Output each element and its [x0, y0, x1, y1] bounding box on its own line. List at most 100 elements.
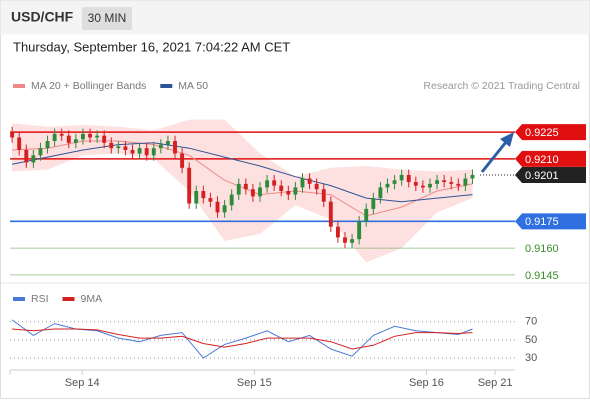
- candle-body: [314, 183, 319, 190]
- x-tick-label: Sep 15: [237, 377, 272, 389]
- level-label: 0.9210: [525, 154, 559, 166]
- legend-swatch: [160, 84, 173, 88]
- candle-body: [364, 208, 369, 222]
- candle-body: [449, 182, 454, 184]
- candle-body: [10, 132, 15, 138]
- candle-body: [215, 201, 220, 213]
- y-tick-label: 30: [525, 352, 537, 364]
- legend-label: MA 50: [178, 80, 208, 92]
- candle-body: [180, 153, 185, 168]
- candle-body: [165, 141, 170, 145]
- candle-body: [279, 185, 284, 191]
- candle-body: [378, 187, 383, 199]
- legend-label: 9MA: [81, 293, 103, 305]
- candle-body: [428, 183, 432, 188]
- candle-body: [45, 141, 50, 149]
- candle-body: [66, 135, 71, 143]
- moving-average: [12, 142, 473, 203]
- rsi-panel: 30 50 70 Sep 14 Sep 15 Sep 16 Sep 21 RSI 9MA: [10, 293, 537, 389]
- candle-body: [59, 133, 64, 136]
- candle-body: [328, 201, 333, 227]
- candle-body: [265, 180, 270, 188]
- candle-body: [435, 180, 440, 184]
- level-tag: [515, 213, 586, 230]
- candle-body: [109, 142, 114, 149]
- moving-average: [12, 140, 473, 217]
- candle-body: [392, 180, 397, 184]
- candle-body: [463, 178, 468, 186]
- candle-body: [38, 148, 43, 156]
- candle-body: [144, 148, 149, 156]
- price-panel: 0.9225 0.9210 0.9201 0.9175 0.9160 0.9145 MA 2…: [10, 80, 586, 282]
- candle-body: [286, 191, 291, 195]
- candle-body: [335, 226, 340, 238]
- candle-body: [201, 191, 206, 199]
- candle-body: [158, 144, 163, 149]
- candle-body: [137, 148, 142, 154]
- candle-body: [406, 174, 411, 183]
- candle-body: [194, 191, 199, 204]
- candle-body: [385, 183, 390, 188]
- candle-body: [31, 155, 36, 163]
- line-series: [12, 328, 473, 350]
- level-label: 0.9201: [525, 170, 559, 182]
- candle-body: [420, 185, 425, 188]
- y-tick-label: 50: [525, 334, 537, 346]
- forecast-arrow: [480, 141, 508, 173]
- datetime: Thursday, September 16, 2021 7:04:22 AM …: [13, 39, 290, 54]
- candle-body: [258, 187, 262, 197]
- candle-body: [357, 221, 362, 240]
- candle-body: [73, 139, 78, 143]
- level-label: 0.9145: [525, 270, 559, 282]
- candle-body: [151, 148, 156, 156]
- interval: 30 MIN: [88, 11, 127, 25]
- legend-swatch: [13, 297, 25, 301]
- candle-body: [243, 183, 248, 190]
- candle-body: [300, 178, 305, 188]
- candle-body: [173, 141, 177, 154]
- candle-body: [123, 146, 128, 150]
- level-label: 0.9175: [525, 216, 559, 228]
- candle-body: [236, 183, 241, 195]
- candle-body: [80, 133, 85, 140]
- interval-box: [82, 7, 132, 30]
- level-tag: [515, 150, 586, 167]
- candle-body: [307, 178, 312, 184]
- x-tick-label: Sep 14: [65, 377, 100, 389]
- candle-body: [272, 180, 277, 186]
- legend-label: RSI: [31, 293, 49, 305]
- legend-swatch: [13, 84, 25, 88]
- candle-body: [17, 137, 22, 150]
- candle-body: [229, 194, 234, 206]
- candle-body: [187, 167, 192, 204]
- candle-body: [371, 198, 376, 209]
- candle-body: [442, 180, 447, 183]
- candle-body: [250, 189, 255, 197]
- candle-body: [321, 189, 326, 202]
- candle-body: [350, 239, 355, 243]
- legend-label: MA 20 + Bollinger Bands: [31, 80, 146, 92]
- level-tag: [515, 124, 586, 141]
- level-tag: [515, 166, 586, 183]
- line-series: [11, 319, 473, 359]
- candle-body: [343, 237, 347, 243]
- candle-body: [24, 149, 29, 163]
- candle-body: [208, 198, 213, 202]
- y-tick-label: 70: [525, 316, 537, 328]
- x-tick-label: Sep 21: [478, 377, 513, 389]
- x-tick-label: Sep 16: [409, 377, 444, 389]
- candle-body: [95, 135, 100, 138]
- candle-body: [413, 182, 418, 186]
- legend-swatch: [62, 297, 75, 301]
- forecast-arrowhead: [500, 132, 514, 147]
- candle-body: [293, 187, 298, 195]
- candle-body: [456, 183, 461, 186]
- candle-body: [222, 205, 227, 213]
- source: Research © 2021 Trading Central: [423, 80, 580, 92]
- candle-body: [102, 135, 107, 143]
- level-label: 0.9225: [525, 127, 559, 139]
- candle-body: [116, 146, 121, 149]
- candle-body: [88, 133, 92, 138]
